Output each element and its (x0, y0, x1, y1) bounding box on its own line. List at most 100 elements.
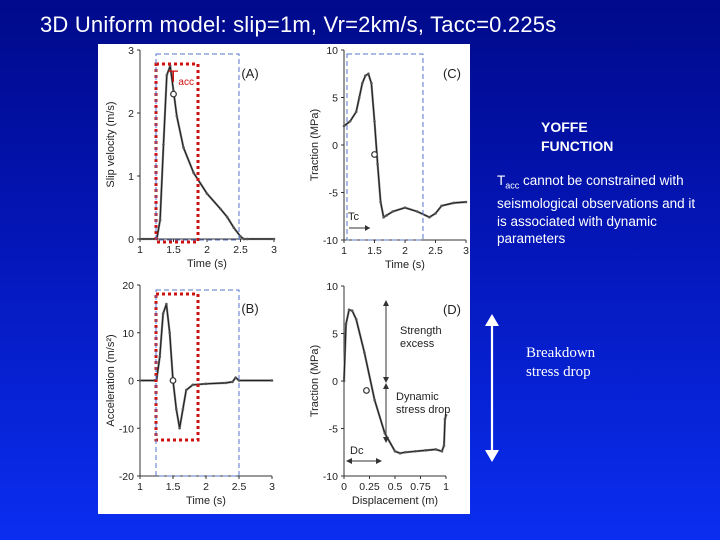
panel-d-data-point (442, 444, 446, 447)
panel-d-data-point (383, 431, 387, 435)
panel-a-data-point (272, 237, 276, 241)
panel-d-data-point (424, 449, 427, 452)
panel-c-data-point (382, 215, 385, 219)
panel-c-x-tick-label: 1 (341, 245, 347, 257)
yoffe-label: YOFFE FUNCTION (541, 119, 614, 154)
panel-b-data-point (224, 381, 228, 385)
panel-d-drop-label-2: stress drop (396, 404, 450, 416)
panel-d-data-point (344, 322, 348, 326)
panel-b-x-tick-label: 1.5 (166, 481, 181, 493)
panel-d-strength-label-2: excess (400, 338, 435, 350)
panel-d-y-tick-label: 0 (332, 376, 338, 388)
tacc-note-t: T (497, 173, 506, 188)
panel-a-y-tick-label: 0 (128, 234, 134, 246)
panel-c-data-point (379, 200, 382, 204)
panel-a-data-point (162, 143, 165, 146)
panel-c-data-point (428, 215, 431, 219)
panel-d-y-tick-label: -10 (323, 471, 338, 483)
panel-b-series-halo (140, 303, 272, 429)
panel-b-y-tick-label: -20 (119, 471, 134, 483)
panel-a-x-label: Time (s) (187, 258, 227, 270)
panel-c-y-tick-label: 0 (332, 140, 338, 152)
panel-b-x-tick-label: 2 (203, 481, 209, 493)
panel-d-data-point (363, 351, 366, 354)
panel-a-y-tick-label: 2 (128, 108, 134, 120)
panel-c-data-point (367, 72, 370, 76)
panel-b-data-point (178, 426, 181, 430)
panel-c-y-label: Traction (MPa) (309, 109, 321, 181)
panel-a-y-label: Slip velocity (m/s) (105, 101, 117, 187)
panel-a-y-tick-label: 3 (128, 45, 134, 57)
panel-d-data-point (403, 450, 407, 454)
panel-c-data-point (391, 210, 395, 213)
panel-d-x-tick-label: 0.5 (388, 481, 403, 493)
panel-d-x-tick-label: 1 (443, 481, 449, 493)
panel-a-data-point (232, 226, 236, 229)
panel-c-data-point (364, 74, 367, 77)
panel-b-x-tick-label: 3 (269, 481, 275, 493)
panel-b-window-box (155, 289, 240, 477)
panel-d-data-point (354, 317, 358, 321)
panel-b-data-point (165, 302, 168, 306)
panel-c-window-box (346, 53, 424, 241)
panel-c-x-tick-label: 3 (463, 245, 469, 257)
panel-d-data-point (373, 398, 376, 402)
panel-a-tacc-label: Tacc (168, 67, 194, 88)
panel-d-x-tick-label: 0.75 (410, 481, 431, 493)
panel-c-tc-arrowhead (365, 225, 370, 231)
panel-d-drop-arrowhead-bottom (383, 437, 389, 443)
panel-d-data-point (350, 309, 354, 313)
panel-d-dc-label: Dc (350, 445, 364, 457)
panel-a-data-point (175, 114, 179, 118)
tacc-note: Tacc cannot be constrained with seismolo… (497, 172, 697, 248)
panel-a-data-point (242, 237, 246, 241)
panel-a-window-box (155, 53, 240, 241)
panel-c-x-tick-label: 2 (402, 245, 408, 257)
panel-b-series-line (140, 303, 272, 429)
panel-a-data-point (205, 192, 209, 195)
panel-c-data-point (357, 96, 361, 99)
panel-d-letter: (D) (443, 302, 461, 317)
panel-b-y-tick-label: 20 (122, 280, 134, 292)
panel-d-data-point (414, 450, 417, 453)
panel-c-data-point (464, 200, 468, 204)
panel-a-letter: (A) (241, 66, 258, 81)
panel-c-y-tick-label: 5 (332, 93, 338, 105)
panel-a-data-point (182, 146, 185, 149)
panel-d-data-point (444, 413, 448, 417)
panel-d-marker (363, 387, 370, 394)
panel-b-letter: (B) (241, 301, 258, 316)
panel-d-data-point (434, 448, 438, 451)
double-arrow-icon (485, 314, 499, 462)
panel-b-data-point (168, 331, 171, 335)
panel-a-x-tick-label: 1 (137, 244, 143, 256)
panel-c-data-point (361, 81, 364, 85)
panel-c-data-point (376, 162, 379, 166)
panel-b-data-point (270, 379, 274, 382)
panel-d-data-point (443, 417, 447, 421)
panel-c-data-point (434, 212, 437, 215)
panel-a-data-point (138, 237, 142, 241)
panel-d-y-tick-label: 5 (332, 329, 338, 341)
panel-d-drop-label-1: Dynamic (396, 391, 439, 403)
panel-c-x-label: Time (s) (385, 259, 425, 271)
panel-b-y-tick-label: 0 (128, 376, 134, 388)
panel-b-data-point (237, 379, 241, 382)
panel-d-x-tick-label: 0 (341, 481, 347, 493)
panel-d-strength-label-1: Strength (400, 325, 442, 337)
panel-d-strength-arrowhead-top (383, 300, 389, 306)
panel-d-drop-arrowhead-top (383, 383, 389, 389)
panel-b-x-tick-label: 2.5 (232, 481, 247, 493)
breakdown-label: Breakdown stress drop (526, 345, 596, 380)
panel-a-data-point (165, 73, 169, 77)
figure-panel: 1 1.5 2 2.5 3 0 1 2 3 Time (s) Slip velocity (m/s)… (98, 44, 470, 514)
panel-a-data-point (219, 207, 222, 211)
panel-b-data-point (138, 379, 142, 382)
panel-d-data-point (440, 450, 444, 453)
panel-c-series-line (343, 72, 467, 219)
panel-c-x-tick-label: 2.5 (428, 245, 443, 257)
panel-b-data-point (158, 355, 162, 358)
panel-d-y-tick-label: 10 (326, 281, 338, 293)
tacc-note-sub: acc (505, 180, 520, 191)
